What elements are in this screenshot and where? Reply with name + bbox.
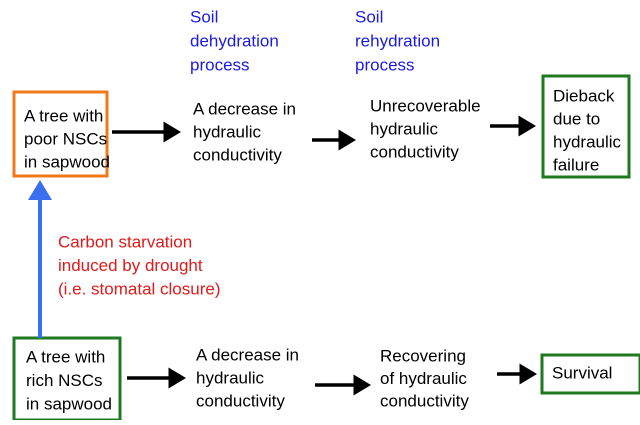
process-label: Soil: [190, 7, 218, 26]
process-label: process: [190, 55, 250, 74]
node-text: A decrease in: [193, 99, 296, 118]
process-label: Soil: [355, 7, 383, 26]
process-label: process: [355, 55, 415, 74]
node-text: poor NSCs: [24, 129, 107, 148]
node-text: in sapwood: [26, 394, 112, 413]
node-text: of hydraulic: [380, 369, 467, 388]
node-text: conductivity: [196, 391, 285, 410]
box-dieback: [541, 74, 631, 179]
node-text: failure: [553, 155, 599, 174]
node-text: Dieback: [553, 86, 615, 105]
node-text: due to: [553, 109, 600, 128]
node-text: conductivity: [370, 142, 459, 161]
process-label: rehydration: [355, 31, 440, 50]
cause-text: Carbon starvation: [58, 232, 192, 251]
node-text: conductivity: [380, 391, 469, 410]
node-text: A tree with: [26, 347, 105, 366]
node-text: Recovering: [380, 346, 466, 365]
process-label: dehydration: [190, 31, 279, 50]
node-text: hydraulic: [553, 132, 622, 151]
cause-text: (i.e. stomatal closure): [58, 279, 221, 298]
node-text: A tree with: [24, 106, 103, 125]
node-text: Survival: [552, 363, 612, 382]
node-text: A decrease in: [196, 345, 299, 364]
node-text: conductivity: [193, 145, 282, 164]
node-text: Unrecoverable: [370, 96, 481, 115]
box-poor: [12, 90, 109, 178]
cause-text: induced by drought: [58, 256, 203, 275]
box-survival: [540, 353, 640, 395]
node-text: hydraulic: [193, 122, 262, 141]
node-text: hydraulic: [370, 119, 439, 138]
node-text: in sapwood: [24, 152, 110, 171]
node-text: rich NSCs: [26, 371, 103, 390]
node-text: hydraulic: [196, 368, 265, 387]
